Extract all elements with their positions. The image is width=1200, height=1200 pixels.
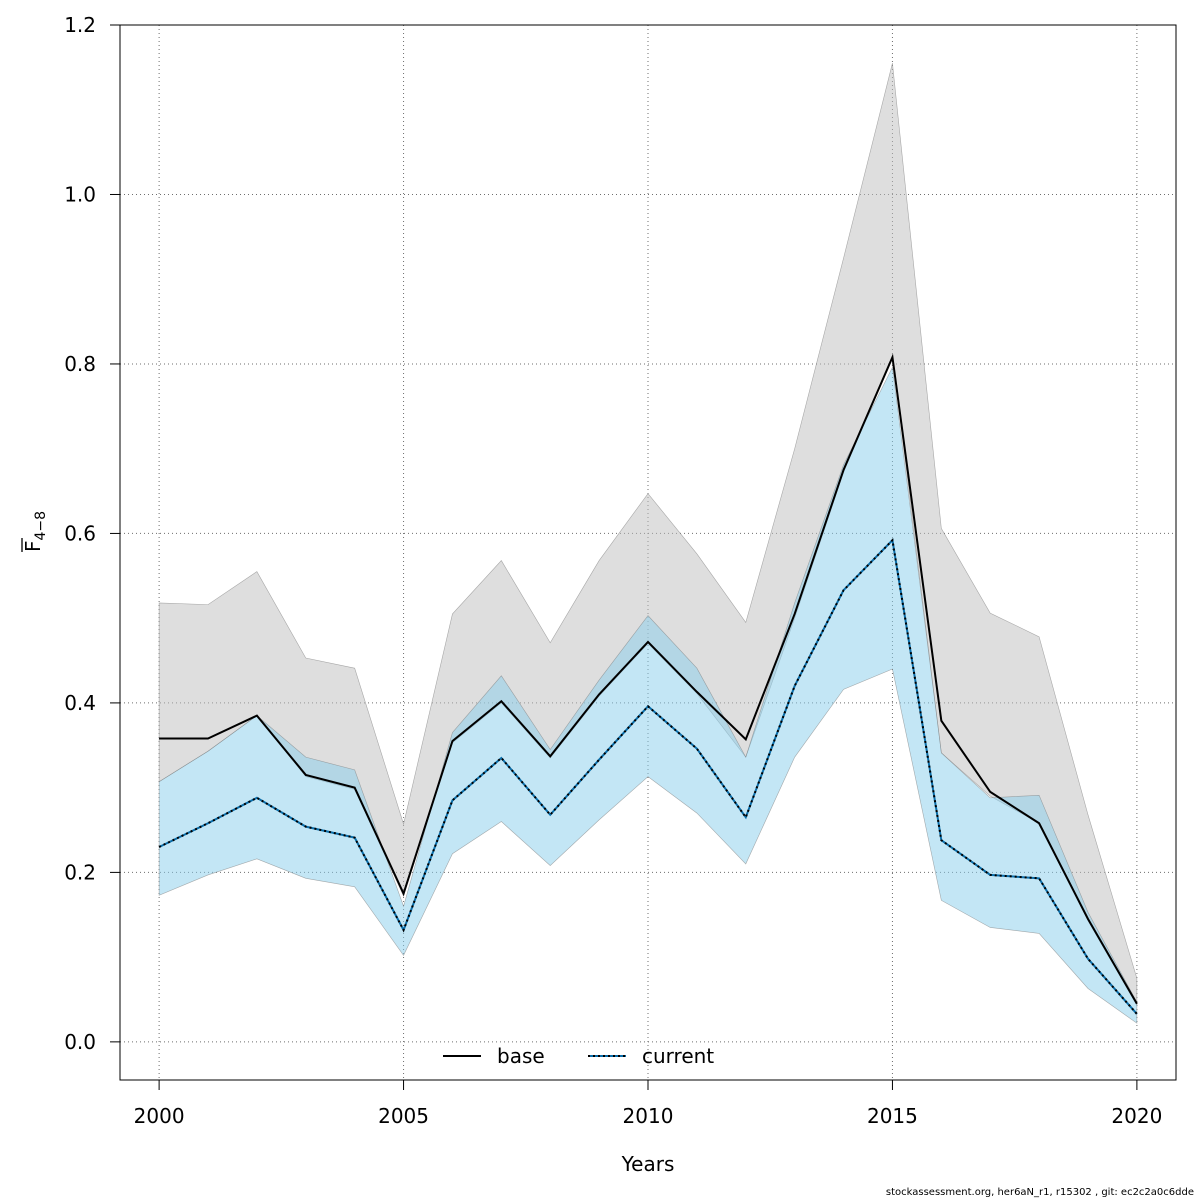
confidence-bands — [158, 63, 1138, 1024]
legend-label-base: base — [497, 1044, 545, 1068]
x-axis: 2000 2005 2010 2015 2020 — [134, 1080, 1162, 1128]
line-current — [158, 538, 1138, 1015]
x-tick-label: 2005 — [378, 1104, 429, 1128]
footer-credit: stockassessment.org, her6aN_r1, r15302 ,… — [885, 1187, 1194, 1198]
line-base — [159, 353, 1138, 1005]
y-tick-label: 1.2 — [64, 13, 96, 37]
x-tick-label: 2015 — [867, 1104, 918, 1128]
y-tick-label: 0.8 — [64, 352, 96, 376]
y-tick-label: 1.0 — [64, 182, 96, 206]
svg-text:F4−8: F4−8 — [21, 511, 49, 552]
y-tick-label: 0.4 — [64, 691, 96, 715]
y-tick-label: 0.0 — [64, 1030, 96, 1054]
x-axis-title: Years — [621, 1152, 675, 1176]
x-tick-label: 2010 — [623, 1104, 674, 1128]
x-tick-label: 2020 — [1111, 1104, 1162, 1128]
legend-label-current: current — [642, 1044, 714, 1068]
y-tick-label: 0.6 — [64, 521, 96, 545]
y-axis-title: F4−8 — [21, 511, 49, 552]
y-axis-title-sub: 4−8 — [33, 511, 49, 541]
y-axis-title-main: F — [21, 540, 45, 552]
series-lines — [158, 353, 1138, 1015]
band-current — [158, 366, 1138, 1024]
legend: base current — [443, 1044, 714, 1068]
y-axis: 0.0 0.2 0.4 0.6 0.8 1.0 1.2 — [64, 13, 120, 1054]
y-tick-label: 0.2 — [64, 860, 96, 884]
x-tick-label: 2000 — [134, 1104, 185, 1128]
